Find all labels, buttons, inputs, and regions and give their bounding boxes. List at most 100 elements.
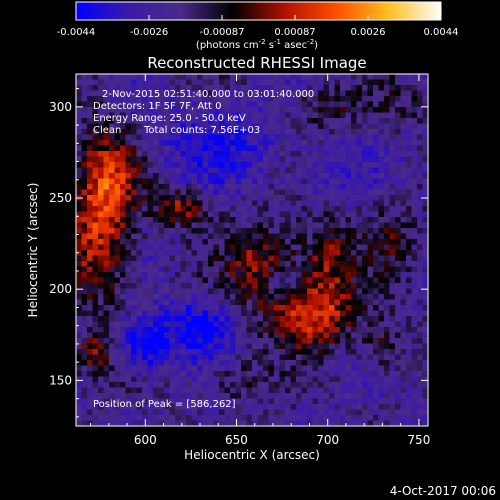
heatmap-cell [362, 123, 368, 130]
heatmap-cell [136, 250, 143, 256]
heatmap-cell [378, 178, 385, 185]
heatmap-cell [285, 382, 291, 388]
heatmap-cell [400, 206, 407, 212]
heatmap-cell [406, 151, 412, 157]
heatmap-cell [417, 409, 423, 416]
heatmap-cell [241, 129, 247, 135]
heatmap-cell [356, 409, 363, 416]
heatmap-cell [114, 393, 121, 399]
heatmap-cell [345, 184, 352, 190]
heatmap-cell [87, 371, 93, 377]
heatmap-cell [213, 409, 220, 416]
heatmap-cell [219, 123, 225, 130]
heatmap-cell [109, 173, 115, 179]
heatmap-cell [169, 250, 176, 256]
heatmap-cell [307, 283, 313, 289]
heatmap-cell [241, 310, 247, 317]
heatmap-cell [103, 299, 110, 306]
heatmap-cell [92, 74, 99, 80]
heatmap-cell [334, 288, 341, 295]
heatmap-cell [158, 415, 165, 421]
heatmap-cell [241, 151, 247, 157]
heatmap-cell [373, 195, 379, 201]
heatmap-cell [362, 272, 368, 278]
heatmap-cell [307, 261, 313, 267]
heatmap-cell [164, 178, 170, 185]
heatmap-cell [422, 178, 429, 185]
heatmap-cell [125, 272, 132, 278]
heatmap-cell [98, 107, 104, 113]
heatmap-cell [235, 134, 242, 141]
heatmap-cell [268, 376, 275, 383]
heatmap-cell [296, 387, 302, 394]
heatmap-cell [351, 129, 357, 135]
heatmap-cell [301, 233, 308, 240]
heatmap-cell [389, 360, 396, 366]
heatmap-cell [76, 294, 82, 300]
heatmap-cell [378, 415, 385, 421]
heatmap-cell [334, 365, 341, 372]
heatmap-cell [153, 354, 159, 361]
heatmap-cell [142, 250, 148, 256]
heatmap-cell [340, 321, 346, 328]
heatmap-cell [323, 107, 330, 113]
heatmap-cell [345, 200, 352, 207]
heatmap-cell [400, 310, 407, 317]
heatmap-cell [136, 277, 143, 284]
heatmap-cell [356, 420, 363, 427]
heatmap-cell [296, 222, 302, 229]
heatmap-cell [356, 398, 363, 405]
heatmap-cell [285, 79, 291, 86]
heatmap-cell [186, 101, 192, 108]
heatmap-cell [323, 371, 330, 377]
heatmap-cell [362, 250, 368, 256]
heatmap-cell [158, 266, 165, 273]
heatmap-cell [268, 354, 275, 361]
heatmap-cell [175, 244, 181, 251]
heatmap-cell [180, 140, 187, 146]
heatmap-cell [279, 167, 286, 174]
heatmap-cell [318, 283, 324, 289]
heatmap-cell [109, 387, 115, 394]
heatmap-cell [307, 123, 313, 130]
heatmap-cell [191, 101, 198, 108]
heatmap-cell [389, 382, 396, 388]
heatmap-cell [389, 195, 396, 201]
heatmap-cell [208, 167, 214, 174]
heatmap-cell [186, 310, 192, 317]
heatmap-cell [285, 398, 291, 405]
heatmap-cell [312, 398, 319, 405]
heatmap-cell [219, 398, 225, 405]
heatmap-cell [175, 101, 181, 108]
colorbar-tick-label: -0.00087 [200, 27, 245, 38]
heatmap-cell [378, 343, 385, 350]
heatmap-cell [279, 338, 286, 344]
heatmap-cell [279, 365, 286, 372]
heatmap-cell [241, 167, 247, 174]
heatmap-cell [318, 85, 324, 91]
heatmap-cell [98, 244, 104, 251]
heatmap-cell [98, 173, 104, 179]
heatmap-cell [180, 200, 187, 207]
heatmap-cell [252, 376, 258, 383]
heatmap-cell [417, 299, 423, 306]
heatmap-cell [345, 387, 352, 394]
heatmap-cell [422, 327, 429, 333]
heatmap-cell [180, 266, 187, 273]
heatmap-cell [235, 250, 242, 256]
heatmap-cell [307, 415, 313, 421]
heatmap-cell [340, 112, 346, 119]
heatmap-cell [274, 354, 280, 361]
heatmap-cell [367, 222, 374, 229]
heatmap-cell [224, 162, 231, 168]
heatmap-cell [257, 360, 264, 366]
heatmap-cell [356, 272, 363, 278]
heatmap-cell [257, 145, 264, 152]
heatmap-cell [241, 415, 247, 421]
heatmap-cell [219, 332, 225, 339]
heatmap-cell [213, 107, 220, 113]
heatmap-cell [131, 189, 137, 196]
heatmap-cell [208, 332, 214, 339]
heatmap-cell [164, 140, 170, 146]
heatmap-cell [87, 239, 93, 245]
